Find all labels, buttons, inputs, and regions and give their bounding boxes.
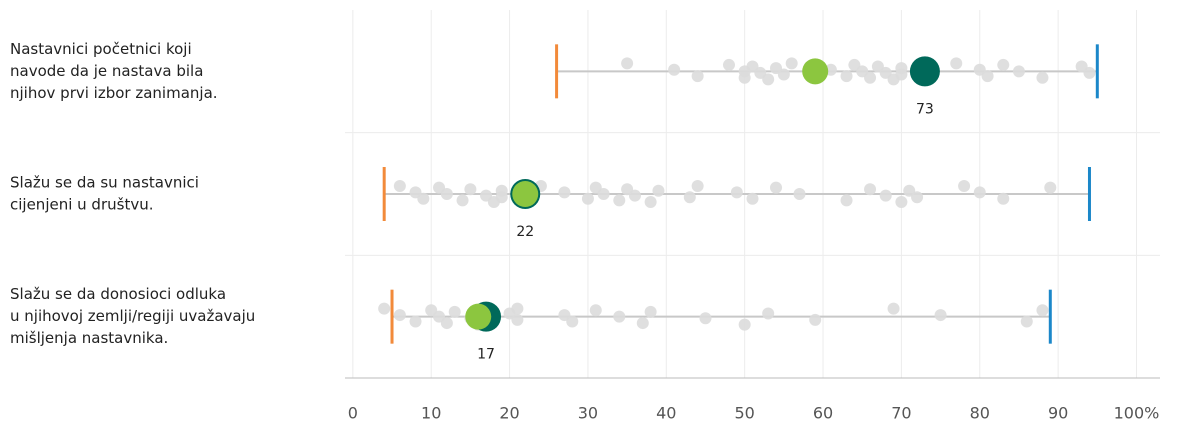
other-dot <box>730 186 743 199</box>
other-dot <box>934 309 947 322</box>
value-label: 17 <box>477 347 495 363</box>
other-dot <box>1083 66 1096 79</box>
x-tick-label: 50 <box>734 404 754 423</box>
other-dot <box>958 180 971 192</box>
other-dot <box>597 188 610 200</box>
other-dot <box>393 180 406 192</box>
other-dot <box>840 70 853 83</box>
other-dot <box>895 68 908 81</box>
other-dot <box>495 191 508 204</box>
other-dot <box>699 312 712 325</box>
other-dot <box>879 189 892 202</box>
other-dot <box>864 71 877 84</box>
other-dot <box>840 194 853 207</box>
other-dot <box>511 302 524 315</box>
other-dot <box>683 191 696 204</box>
other-dot <box>464 183 477 196</box>
other-dot <box>393 309 406 322</box>
other-dot <box>613 194 626 207</box>
average-dot <box>465 303 492 330</box>
other-dot <box>911 191 924 204</box>
other-dot <box>440 317 453 330</box>
other-dot <box>997 192 1010 205</box>
other-dot <box>997 58 1010 71</box>
other-dot <box>785 57 798 70</box>
other-dot <box>973 186 986 199</box>
average-dot <box>512 181 539 207</box>
other-dot <box>777 68 790 81</box>
other-dot <box>668 63 681 76</box>
other-dot <box>589 304 602 317</box>
x-tick-label: 20 <box>499 404 519 423</box>
other-dot <box>1012 65 1025 78</box>
row-label: Slažu se da su nastavnici <box>10 174 199 192</box>
other-dot <box>1036 71 1049 84</box>
other-dot <box>762 73 775 86</box>
x-tick-label: 10 <box>421 404 441 423</box>
other-dot <box>440 188 453 200</box>
row-label: Nastavnici početnici koji <box>10 40 192 58</box>
other-dot <box>644 196 657 208</box>
other-dot <box>809 313 822 326</box>
other-dot <box>762 307 775 320</box>
other-dot <box>448 305 461 318</box>
x-tick-label: 100% <box>1114 404 1160 423</box>
other-dot <box>864 183 877 196</box>
other-dot <box>770 181 783 194</box>
average-dot <box>802 58 829 85</box>
row-label: u njihovoj zemlji/regiji uvažavaju <box>10 307 255 325</box>
other-dot <box>1044 181 1057 194</box>
country-dot <box>909 56 940 87</box>
other-dot <box>613 310 626 323</box>
x-tick-label: 30 <box>578 404 598 423</box>
other-dot <box>950 57 963 70</box>
x-tick-label: 40 <box>656 404 676 423</box>
row-label: Slažu se da donosioci odluka <box>10 285 226 303</box>
other-dot <box>409 315 422 328</box>
other-dot <box>738 318 751 331</box>
x-tick-label: 60 <box>813 404 833 423</box>
other-dot <box>1020 315 1033 328</box>
other-dot <box>511 313 524 326</box>
other-dot <box>652 184 665 197</box>
other-dot <box>691 70 704 83</box>
other-dot <box>887 302 900 315</box>
other-dot <box>895 196 908 208</box>
row-label: mišljenja nastavnika. <box>10 329 168 347</box>
value-label: 73 <box>916 101 934 117</box>
other-dot <box>738 71 751 84</box>
other-dot <box>981 70 994 83</box>
other-dot <box>722 58 735 71</box>
other-dot <box>628 189 641 202</box>
other-dot <box>746 192 759 205</box>
x-tick-label: 90 <box>1048 404 1068 423</box>
other-dot <box>691 180 704 192</box>
row-label: navode da je nastava bila <box>10 62 203 80</box>
other-dot <box>417 192 430 205</box>
other-dot <box>1036 304 1049 317</box>
x-tick-label: 70 <box>891 404 911 423</box>
x-tick-label: 80 <box>970 404 990 423</box>
other-dot <box>456 194 469 207</box>
value-label: 22 <box>516 224 534 240</box>
row-label: njihov prvi izbor zanimanja. <box>10 84 218 102</box>
other-dot <box>644 305 657 318</box>
other-dot <box>793 188 806 200</box>
x-tick-label: 0 <box>348 404 358 423</box>
row-label: cijenjeni u društvu. <box>10 196 153 214</box>
other-dot <box>636 317 649 330</box>
other-dot <box>581 192 594 205</box>
other-dot <box>621 57 634 70</box>
other-dot <box>566 315 579 328</box>
other-dot <box>378 302 391 315</box>
other-dot <box>558 186 571 199</box>
